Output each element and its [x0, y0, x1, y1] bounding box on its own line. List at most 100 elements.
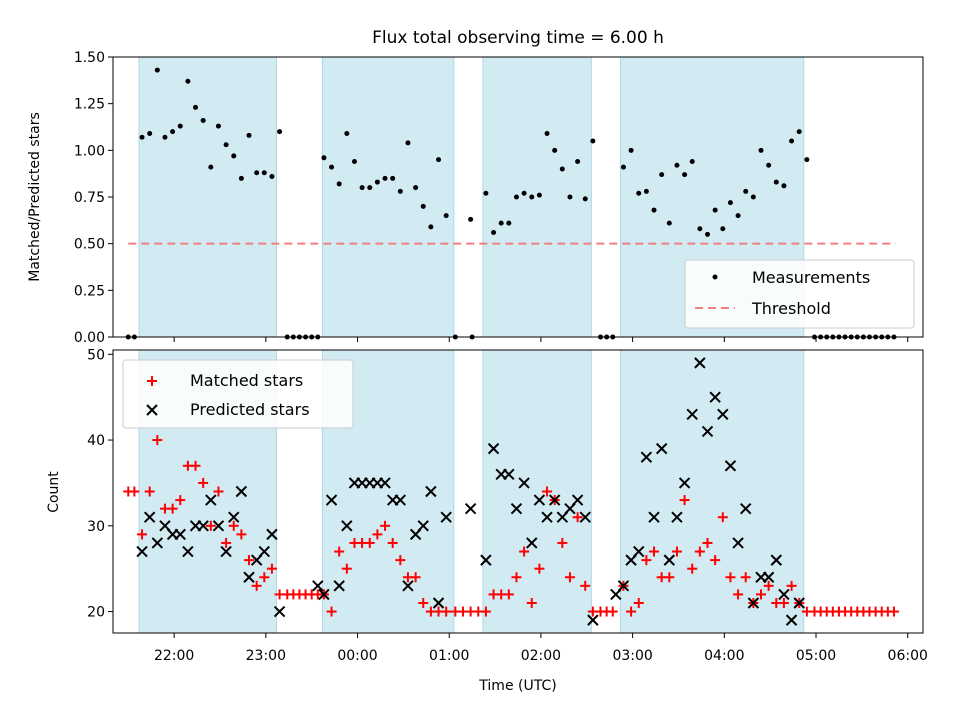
x-tick-label: 02:00: [521, 648, 561, 664]
matched-star-point: [542, 486, 553, 497]
y-tick-label: 1.25: [74, 97, 105, 113]
measurement-point: [766, 162, 772, 168]
matched-star-point: [152, 435, 163, 446]
matched-star-point: [511, 572, 522, 583]
predicted-star-point: [548, 494, 561, 506]
measurement-point: [269, 173, 275, 179]
predicted-star-point: [518, 477, 530, 489]
x-tick-label: 05:00: [796, 648, 836, 664]
matched-star-point: [733, 589, 744, 600]
predicted-star-point: [480, 554, 492, 566]
matched-star-point: [633, 597, 644, 608]
matched-star-point: [334, 546, 345, 557]
y-tick-label: 30: [87, 519, 105, 535]
measurement-point: [177, 123, 183, 129]
predicted-star-point: [778, 588, 790, 601]
matched-star-point: [580, 580, 591, 591]
bottom-y-ticks: 20 30 40 50: [87, 347, 113, 621]
predicted-star-point: [197, 520, 209, 532]
matched-star-point: [236, 529, 247, 540]
measurement-point: [559, 166, 565, 172]
measurement-point: [513, 194, 519, 200]
observing-window-3: [482, 56, 592, 338]
matched-star-point: [664, 572, 675, 583]
matched-star-point: [410, 572, 421, 583]
measurement-point: [575, 159, 581, 165]
legend-predicted-marker: [146, 404, 158, 416]
y-tick-label: 0.50: [74, 237, 105, 253]
measurement-point: [682, 172, 688, 178]
matched-star-point: [387, 537, 398, 548]
matched-star-point: [144, 486, 155, 497]
measurement-point: [436, 157, 442, 163]
predicted-star-point: [701, 425, 714, 438]
measurement-point: [468, 216, 474, 222]
predicted-star-point: [762, 571, 775, 583]
matched-star-point: [137, 529, 148, 540]
measurement-point: [483, 190, 489, 196]
legend-matched-label: Matched stars: [190, 371, 303, 390]
predicted-star-point: [671, 511, 683, 523]
measurement-point: [552, 147, 558, 153]
bottom-x-ticks: 22:00 23:00 00:00 01:00 02:00 03:00 04:00 05:00…: [154, 633, 928, 664]
measurement-point: [758, 147, 764, 153]
measurement-point: [773, 179, 779, 185]
predicted-star-point: [732, 537, 744, 549]
matched-star-point: [259, 572, 270, 583]
matched-star-point: [251, 580, 262, 591]
predicted-star-point: [785, 614, 798, 626]
matched-star-point: [198, 477, 209, 488]
matched-star-point: [418, 597, 429, 608]
measurement-point: [147, 131, 153, 137]
top-y-ticks: 0.00 0.25 0.50 0.75 1.00 1.25 1.50: [74, 50, 113, 346]
measurement-point: [705, 231, 711, 237]
measurement-point: [223, 142, 229, 148]
predicted-star-point: [243, 571, 255, 583]
predicted-star-point: [571, 494, 584, 506]
predicted-star-point: [394, 494, 407, 506]
predicted-star-point: [417, 520, 429, 532]
predicted-star-point: [432, 597, 445, 609]
matched-star-point: [372, 529, 383, 540]
bottom-y-axis-label: Count: [46, 471, 62, 513]
x-tick-label: 23:00: [246, 648, 286, 664]
matched-star-point: [649, 546, 660, 557]
measurement-point: [636, 190, 642, 196]
observing-window-2: [321, 56, 455, 338]
legend-box: [684, 259, 915, 329]
predicted-star-point: [464, 502, 477, 515]
top-legend: Measurements Threshold: [684, 259, 915, 329]
matched-star-point: [626, 606, 637, 617]
top-chart-title: Flux total observing time = 6.00 h: [372, 28, 664, 48]
measurement-point: [344, 131, 350, 137]
matched-star-point: [205, 520, 216, 531]
predicted-star-point: [640, 451, 653, 463]
measurement-point: [420, 203, 426, 209]
measurement-point: [200, 117, 206, 123]
matched-star-point: [607, 606, 618, 617]
y-tick-label: 0.00: [74, 330, 105, 346]
measurement-point: [582, 196, 588, 202]
bottom-axes-frame: [112, 349, 924, 634]
measurement-point: [659, 172, 665, 178]
measurement-point: [750, 194, 756, 200]
measurement-point: [506, 220, 512, 226]
predicted-star-point: [678, 477, 691, 489]
measurement-point: [208, 164, 214, 170]
predicted-star-point: [318, 588, 330, 601]
predicted-star-point: [333, 580, 345, 592]
observing-window-4: [619, 349, 805, 634]
measurement-point: [336, 181, 342, 187]
measurement-point: [321, 155, 327, 161]
matched-star-point: [175, 495, 186, 506]
matched-star-point: [221, 537, 232, 548]
y-tick-label: 50: [87, 347, 105, 363]
measurement-point: [185, 78, 191, 84]
matched-star-point: [740, 572, 751, 583]
legend-measurements-label: Measurements: [752, 268, 870, 287]
matched-star-point: [167, 503, 178, 514]
matched-star-point: [888, 606, 899, 617]
measurement-point: [359, 185, 365, 191]
matched-star-point: [717, 512, 728, 523]
